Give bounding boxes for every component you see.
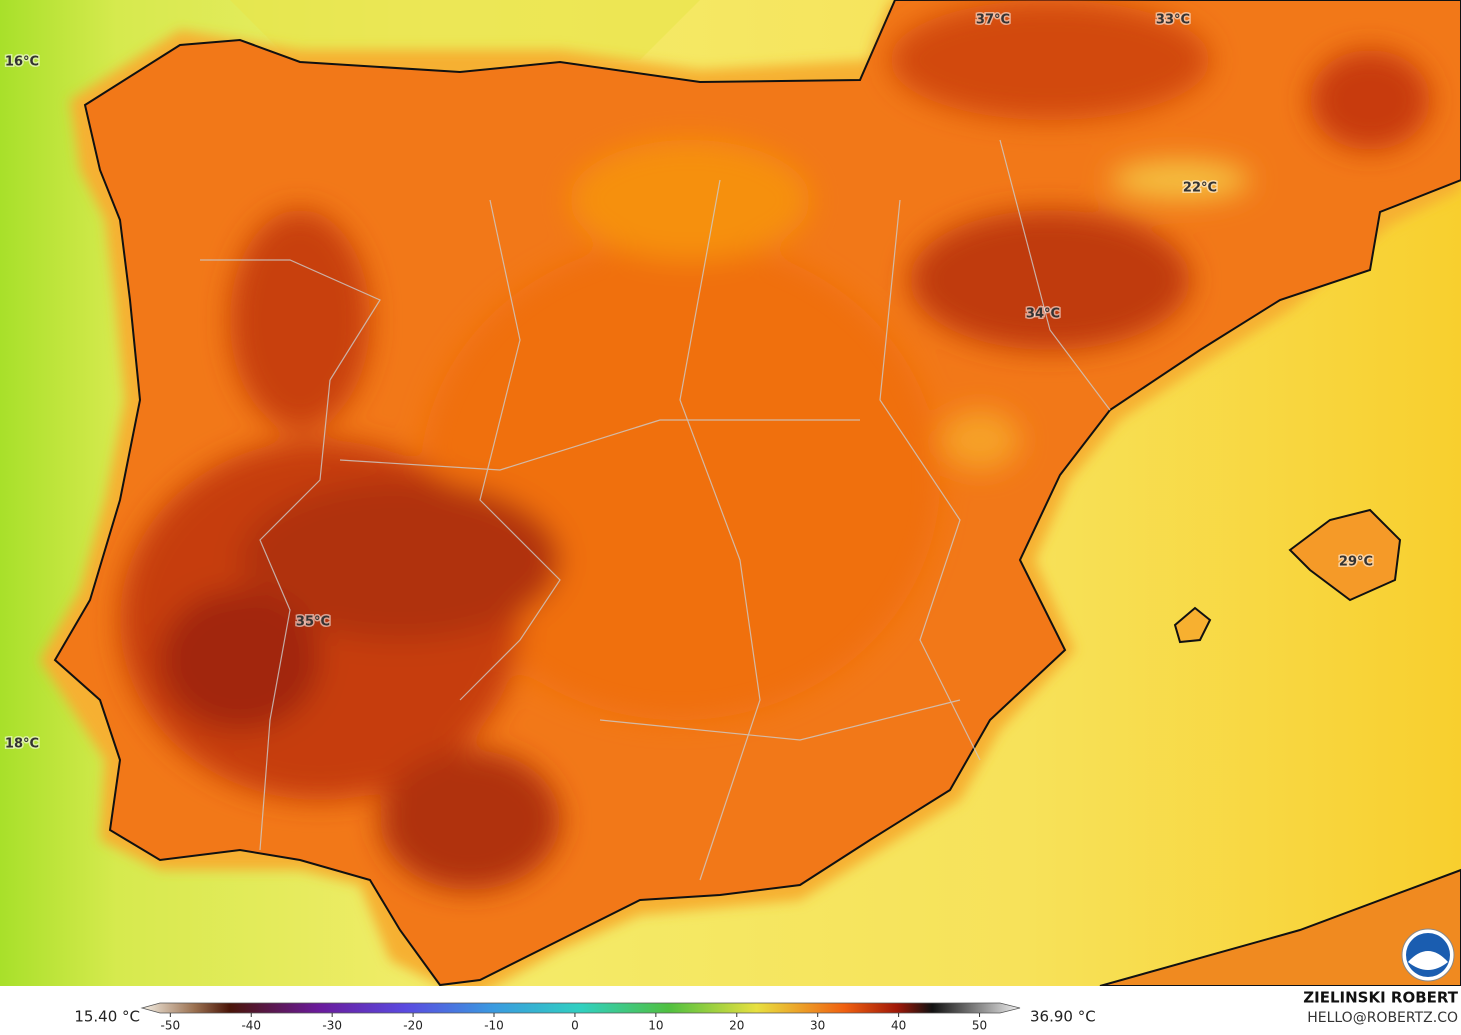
colorbar-tick-label: 30	[810, 1019, 825, 1033]
colorbar-min: 15.40 °C	[74, 1008, 140, 1026]
heat-blobs	[120, 0, 1430, 890]
temperature-label: 35°C	[296, 615, 330, 630]
colorbar-tick-label: 50	[972, 1019, 987, 1033]
temperature-label: 37°C	[976, 13, 1010, 28]
ibiza	[1173, 606, 1212, 644]
colorbar-tick-label: 10	[648, 1019, 663, 1033]
colorbar-max: 36.90 °C	[1030, 1008, 1096, 1026]
colorbar-tick-label: -50	[161, 1019, 181, 1033]
colorbar-tick-label: 40	[891, 1019, 906, 1033]
borders	[200, 139, 1111, 881]
colorbar-tick-label: 20	[729, 1019, 744, 1033]
colorbar-tick-label: -40	[241, 1019, 261, 1033]
colorbar-tick-label: -10	[484, 1019, 504, 1033]
colorbar-tick-label: -20	[403, 1019, 423, 1033]
temperature-label: 29°C	[1339, 555, 1373, 570]
temperature-label: 18°C	[5, 737, 39, 752]
temperature-label: 22°C	[1183, 181, 1217, 196]
credit-author: ZIELINSKI ROBERT	[1303, 989, 1458, 1007]
credit-contact: HELLO@ROBERTZ.CO	[1307, 1010, 1458, 1026]
map	[0, 0, 1461, 1000]
colorbar-tick-label: -30	[322, 1019, 342, 1033]
colorbar	[140, 1002, 1021, 1014]
colorbar-tick-label: 0	[571, 1019, 579, 1033]
temperature-label: 34°C	[1026, 307, 1060, 322]
noaa-logo	[1401, 928, 1455, 982]
temperature-label: 33°C	[1156, 13, 1190, 28]
mallorca	[1288, 508, 1402, 602]
temperature-label: 16°C	[5, 55, 39, 70]
